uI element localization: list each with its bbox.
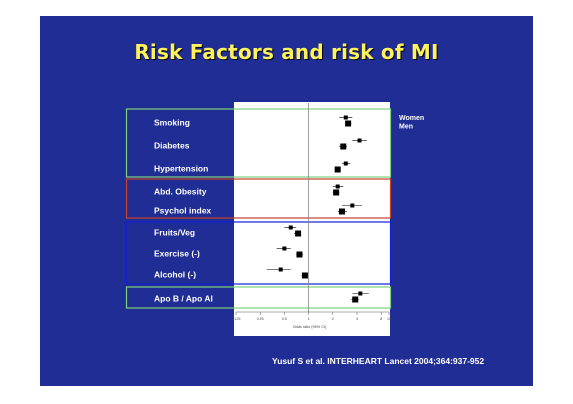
x-tick-label: 10 <box>387 317 391 321</box>
x-tick-label: 8 <box>380 317 382 321</box>
x-tick-label: 0.125 <box>232 317 241 321</box>
point-women <box>335 184 340 189</box>
point-men <box>333 189 340 196</box>
point-men <box>352 296 359 303</box>
group-box <box>125 178 392 219</box>
risk-factor-label: Smoking <box>154 118 190 128</box>
group-box <box>125 286 392 309</box>
x-tick-label: 0.25 <box>257 317 264 321</box>
risk-factor-label: Apo B / Apo AI <box>154 294 213 304</box>
point-women <box>343 115 348 120</box>
risk-factor-label: Hypertension <box>154 164 208 174</box>
x-tick-label: 0.5 <box>282 317 287 321</box>
plot-panel <box>234 102 390 336</box>
x-tick-label: 4 <box>356 317 358 321</box>
point-women <box>288 225 293 230</box>
point-men <box>338 208 345 215</box>
x-tick-label: 2 <box>332 317 334 321</box>
point-women <box>350 203 355 208</box>
group-box <box>125 108 392 178</box>
risk-factor-label: Exercise (-) <box>154 249 200 259</box>
point-men <box>340 143 347 150</box>
point-men <box>296 251 303 258</box>
x-tick-label: 1 <box>308 317 310 321</box>
risk-factor-label: Diabetes <box>154 141 190 151</box>
legend-entry: Women <box>399 115 424 122</box>
citation: Yusuf S et al. INTERHEART Lancet 2004;36… <box>272 356 485 366</box>
point-women <box>282 246 287 251</box>
group-box <box>125 221 392 285</box>
risk-factor-label: Alcohol (-) <box>154 270 196 280</box>
risk-factor-label: Fruits/Veg <box>154 228 195 238</box>
x-axis-label: Odds ratio (95% CI) <box>293 325 327 329</box>
legend-entry: Men <box>399 124 413 131</box>
risk-factor-label: Psychol index <box>154 206 211 216</box>
point-men <box>301 272 308 279</box>
point-women <box>358 291 363 296</box>
risk-factor-label: Abd. Obesity <box>154 187 207 197</box>
point-women <box>278 267 283 272</box>
point-men <box>295 230 302 237</box>
slide-title: Risk Factors and risk of MI <box>134 40 439 64</box>
point-women <box>357 138 362 143</box>
point-men <box>334 166 341 173</box>
point-women <box>343 161 348 166</box>
point-men <box>345 120 352 127</box>
